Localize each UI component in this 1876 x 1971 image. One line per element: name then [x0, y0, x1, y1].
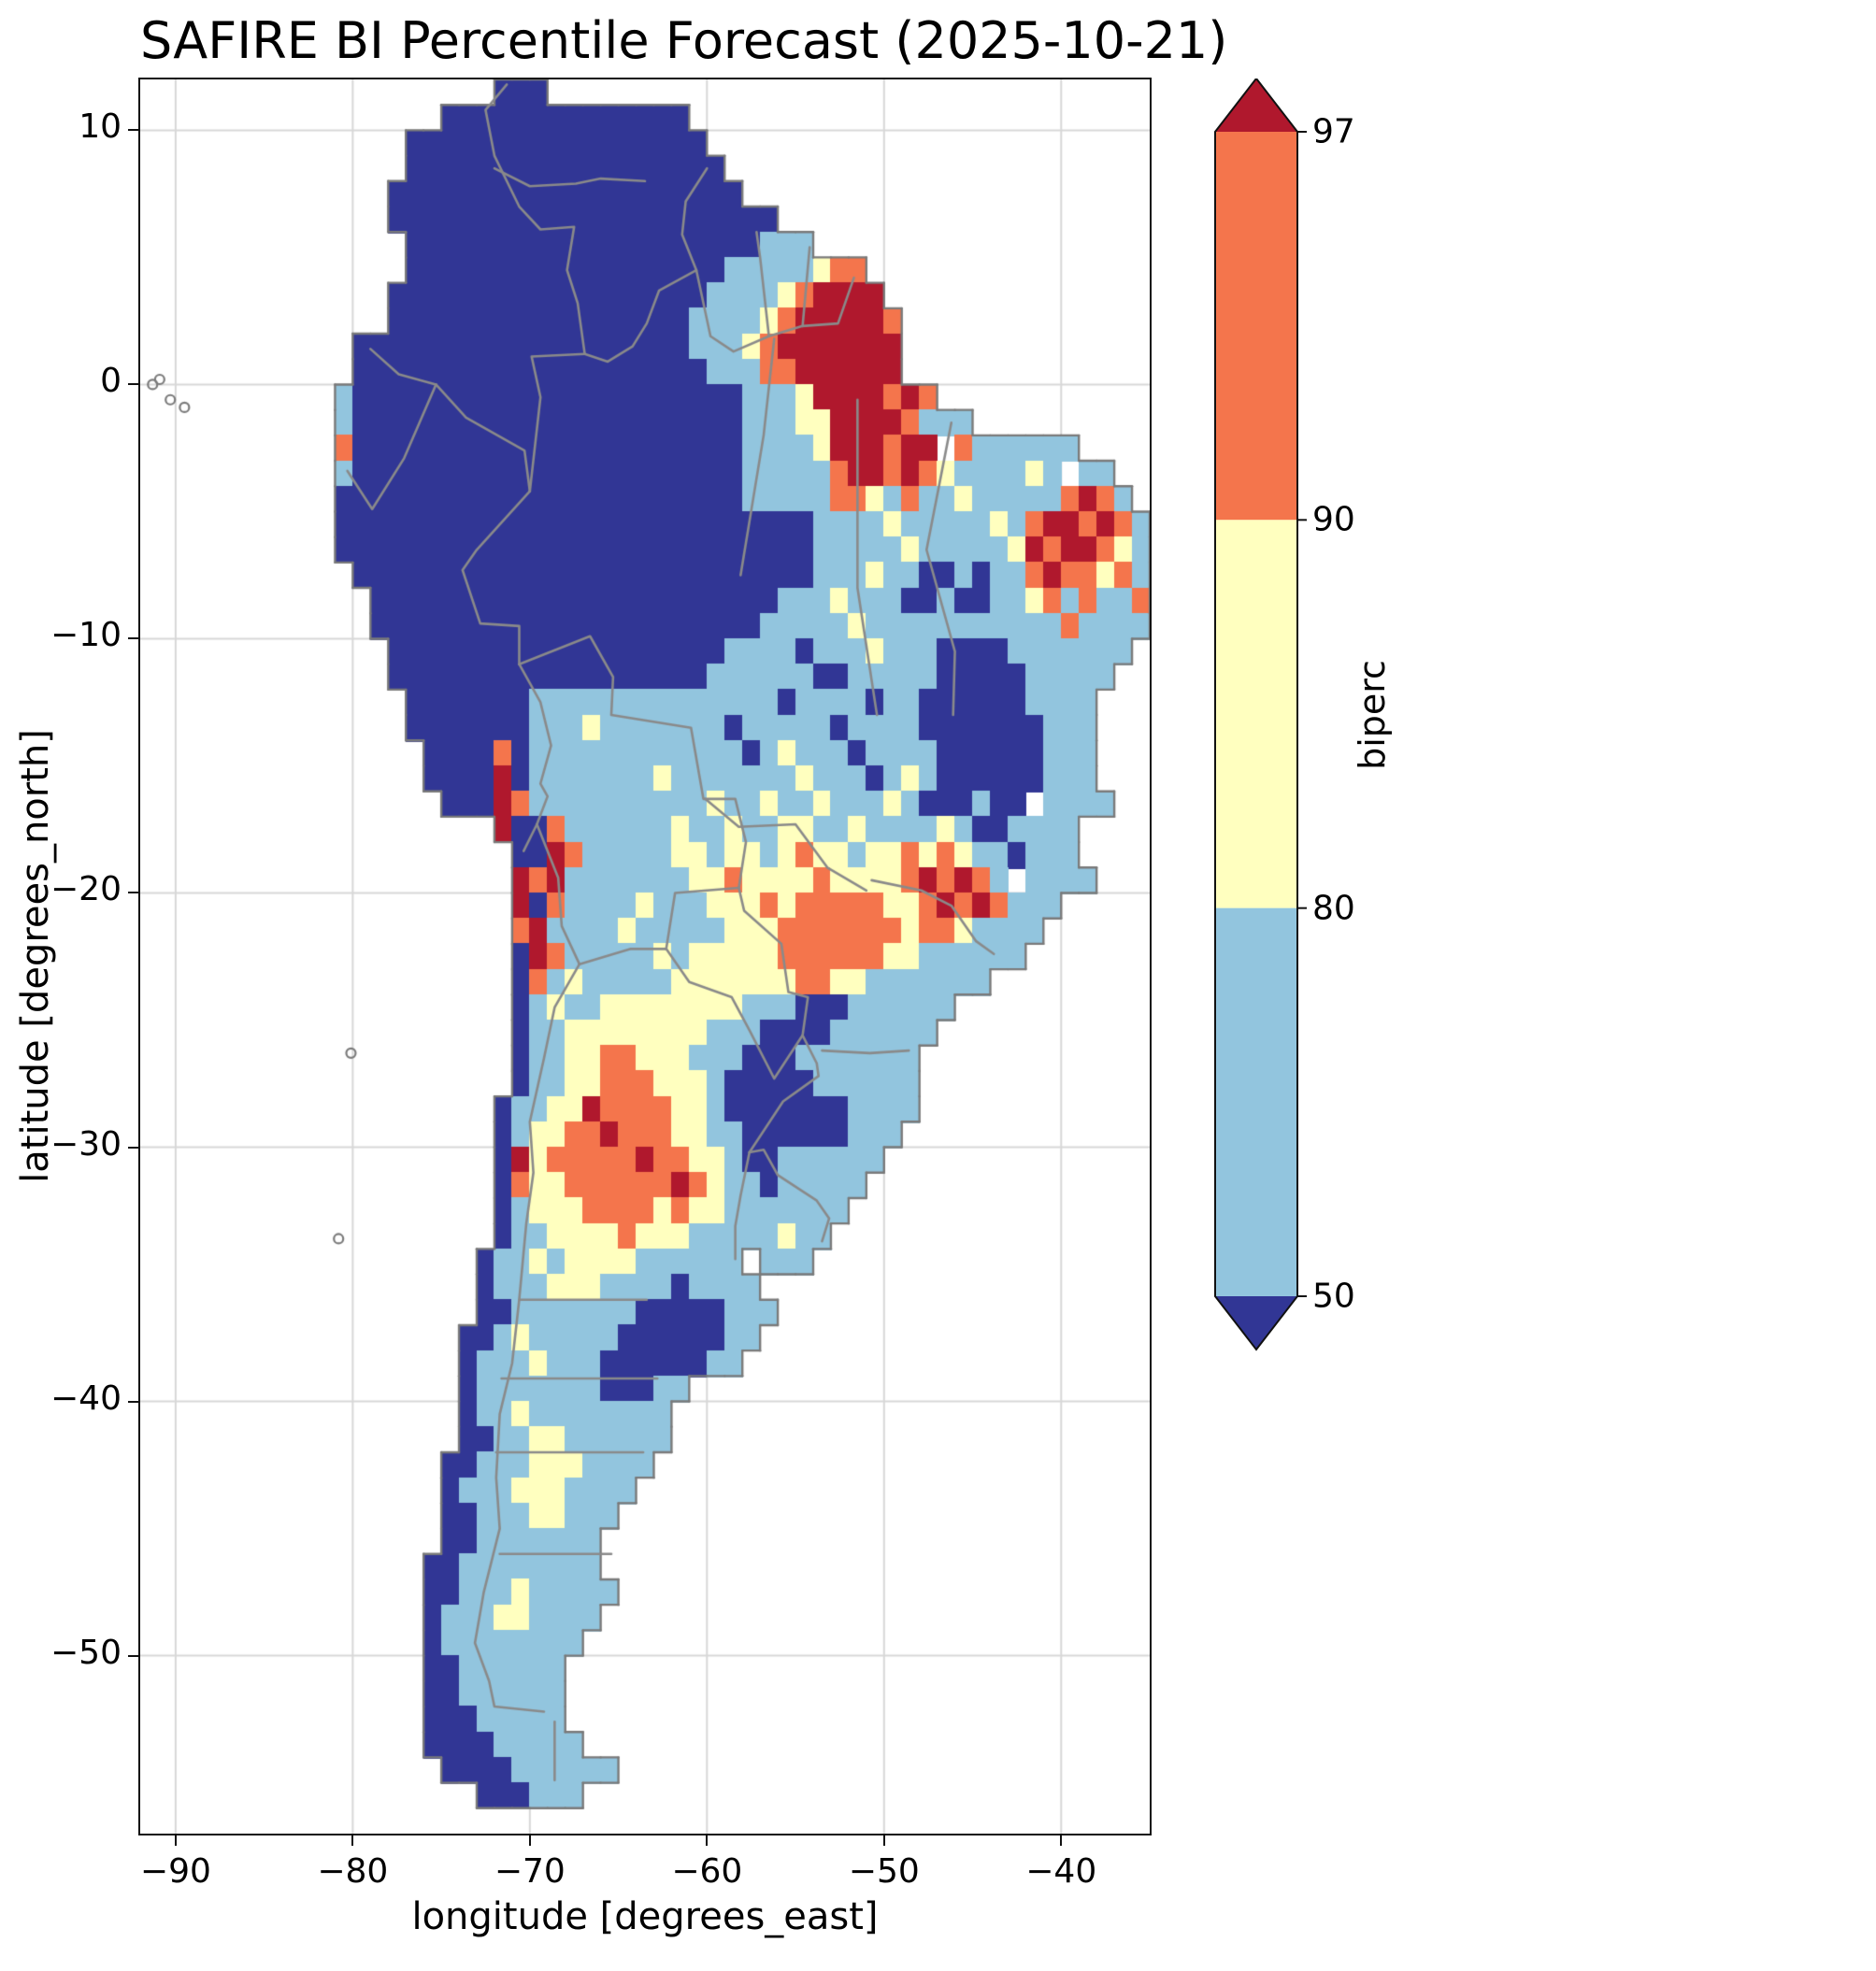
- x-tick-label: −40: [1025, 1852, 1097, 1891]
- colorbar-segment: [1215, 907, 1297, 1296]
- x-axis-label: longitude [degrees_east]: [411, 1895, 879, 1938]
- colorbar-tick-label: 90: [1312, 500, 1355, 539]
- colorbar-tick-label: 50: [1312, 1277, 1355, 1316]
- y-tick-label: −50: [50, 1633, 122, 1672]
- colorbar-segment: [1215, 132, 1297, 521]
- x-tick-label: −50: [848, 1852, 920, 1891]
- x-tick-mark: [706, 1834, 709, 1846]
- x-tick-label: −60: [671, 1852, 743, 1891]
- y-tick-mark: [128, 1654, 140, 1657]
- y-tick-label: −20: [50, 870, 122, 909]
- map-canvas: [140, 79, 1150, 1834]
- x-tick-mark: [882, 1834, 885, 1846]
- y-tick-label: 0: [100, 362, 122, 401]
- y-tick-label: −30: [50, 1124, 122, 1164]
- axes-frame: [138, 78, 1152, 1835]
- colorbar-under-arrow: [1215, 1296, 1297, 1350]
- x-tick-mark: [1060, 1834, 1063, 1846]
- y-tick-mark: [128, 892, 140, 894]
- y-tick-label: −40: [50, 1378, 122, 1418]
- y-tick-label: −10: [50, 616, 122, 655]
- colorbar-label: biperc: [1352, 660, 1393, 770]
- y-axis-label: latitude [degrees_north]: [14, 729, 57, 1183]
- map-plot-area: [138, 78, 1152, 1835]
- plot-title: SAFIRE BI Percentile Forecast (2025-10-2…: [140, 11, 1228, 70]
- colorbar: [1214, 79, 1307, 1351]
- y-tick-mark: [128, 1400, 140, 1403]
- colorbar-over-arrow: [1215, 79, 1297, 132]
- y-tick-label: 10: [79, 107, 122, 147]
- colorbar-tick-label: 80: [1312, 889, 1355, 928]
- x-tick-mark: [528, 1834, 531, 1846]
- y-tick-mark: [128, 383, 140, 386]
- colorbar-tick-label: 97: [1312, 112, 1355, 151]
- x-tick-label: −70: [494, 1852, 566, 1891]
- y-tick-mark: [128, 1146, 140, 1149]
- y-tick-mark: [128, 129, 140, 132]
- x-tick-label: −80: [317, 1852, 389, 1891]
- x-tick-mark: [351, 1834, 354, 1846]
- colorbar-segment: [1215, 520, 1297, 908]
- y-tick-mark: [128, 637, 140, 640]
- x-tick-mark: [174, 1834, 177, 1846]
- x-tick-label: −90: [139, 1852, 211, 1891]
